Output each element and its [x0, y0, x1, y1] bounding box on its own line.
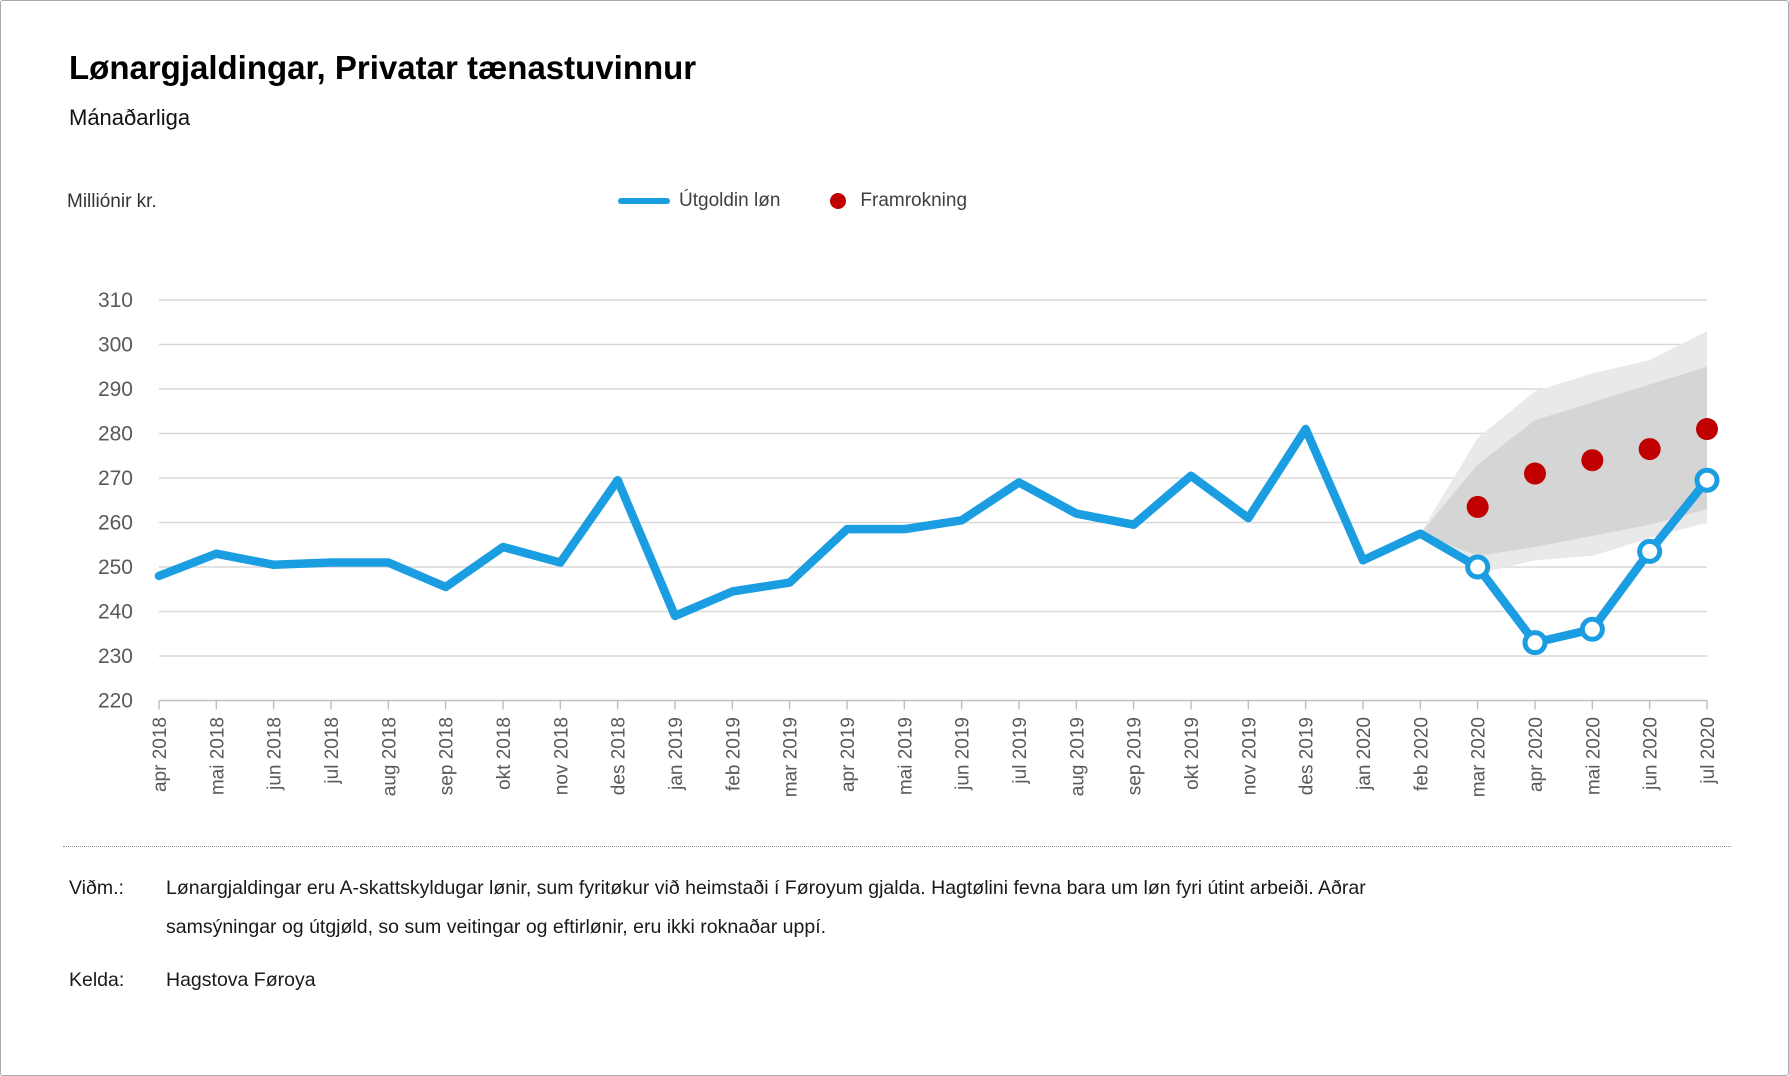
- source-label: Kelda:: [69, 969, 125, 991]
- svg-text:jun 2018: jun 2018: [265, 717, 286, 791]
- svg-text:230: 230: [98, 645, 133, 668]
- svg-text:280: 280: [98, 423, 133, 446]
- svg-text:jul 2019: jul 2019: [1010, 717, 1031, 785]
- y-axis-unit-label: Milliónir kr.: [67, 191, 157, 212]
- svg-text:jul 2018: jul 2018: [322, 717, 343, 785]
- wage-line-open-markers: [1465, 467, 1720, 656]
- svg-text:aug 2019: aug 2019: [1067, 717, 1088, 796]
- svg-text:jun 2020: jun 2020: [1641, 717, 1662, 791]
- svg-text:jul 2020: jul 2020: [1698, 717, 1719, 785]
- svg-text:des 2019: des 2019: [1297, 717, 1318, 795]
- svg-text:mai 2020: mai 2020: [1583, 717, 1604, 795]
- svg-text:mar 2020: mar 2020: [1469, 717, 1490, 797]
- footnote-label: Viðm.:: [69, 877, 124, 899]
- svg-text:nov 2018: nov 2018: [551, 717, 572, 795]
- svg-text:nov 2019: nov 2019: [1239, 717, 1260, 795]
- svg-text:310: 310: [98, 289, 133, 312]
- chart-legend: Útgoldin løn Framrokning: [618, 189, 967, 213]
- svg-text:250: 250: [98, 556, 133, 579]
- forecast-series-label: Framrokning: [860, 190, 968, 211]
- svg-text:apr 2020: apr 2020: [1526, 717, 1547, 792]
- svg-text:300: 300: [98, 334, 133, 357]
- footnote-text: Lønargjaldingar eru A-skattskyldugar løn…: [166, 869, 1366, 947]
- svg-text:jan 2020: jan 2020: [1354, 717, 1375, 791]
- svg-text:mai 2018: mai 2018: [207, 717, 228, 795]
- y-tick-labels: 220 230 240 250 260 270 280 290 300 310: [98, 289, 133, 713]
- svg-text:220: 220: [98, 690, 133, 713]
- forecast-dots: [1466, 418, 1718, 518]
- separator-line: [63, 846, 1731, 847]
- svg-text:mar 2019: mar 2019: [781, 717, 802, 797]
- svg-text:jan 2019: jan 2019: [666, 717, 687, 791]
- svg-text:apr 2018: apr 2018: [150, 717, 171, 792]
- svg-text:okt 2019: okt 2019: [1182, 717, 1203, 790]
- line-series-swatch: [618, 198, 670, 204]
- x-axis: [158, 699, 1708, 710]
- forecast-dot-swatch: [830, 193, 847, 209]
- page-subtitle: Mánaðarliga: [69, 105, 191, 130]
- wage-line: [154, 424, 1712, 647]
- svg-text:260: 260: [98, 512, 133, 535]
- svg-text:feb 2020: feb 2020: [1411, 717, 1432, 791]
- svg-text:aug 2018: aug 2018: [379, 717, 400, 796]
- confidence-band-inner: [1420, 366, 1707, 556]
- svg-text:290: 290: [98, 378, 133, 401]
- svg-text:feb 2019: feb 2019: [723, 717, 744, 791]
- svg-text:des 2018: des 2018: [609, 717, 630, 795]
- footnote-line-2: samsýningar og útgjøld, so sum veitingar…: [166, 916, 827, 938]
- svg-text:mai 2019: mai 2019: [895, 717, 916, 795]
- svg-text:jun 2019: jun 2019: [953, 717, 974, 791]
- line-series-label: Útgoldin løn: [679, 190, 781, 211]
- svg-text:240: 240: [98, 601, 133, 624]
- footnote-line-1: Lønargjaldingar eru A-skattskyldugar løn…: [166, 877, 1366, 899]
- svg-text:okt 2018: okt 2018: [494, 717, 515, 790]
- svg-text:sep 2018: sep 2018: [437, 717, 458, 795]
- svg-text:apr 2019: apr 2019: [838, 717, 859, 792]
- page-title: Lønargjaldingar, Privatar tænastuvinnur: [69, 49, 697, 86]
- source-value: Hagstova Føroya: [166, 969, 316, 991]
- svg-text:270: 270: [98, 467, 133, 490]
- svg-text:sep 2019: sep 2019: [1125, 717, 1146, 795]
- x-tick-labels: apr 2018 mai 2018 jun 2018 jul 2018 aug 2018…: [150, 717, 1719, 797]
